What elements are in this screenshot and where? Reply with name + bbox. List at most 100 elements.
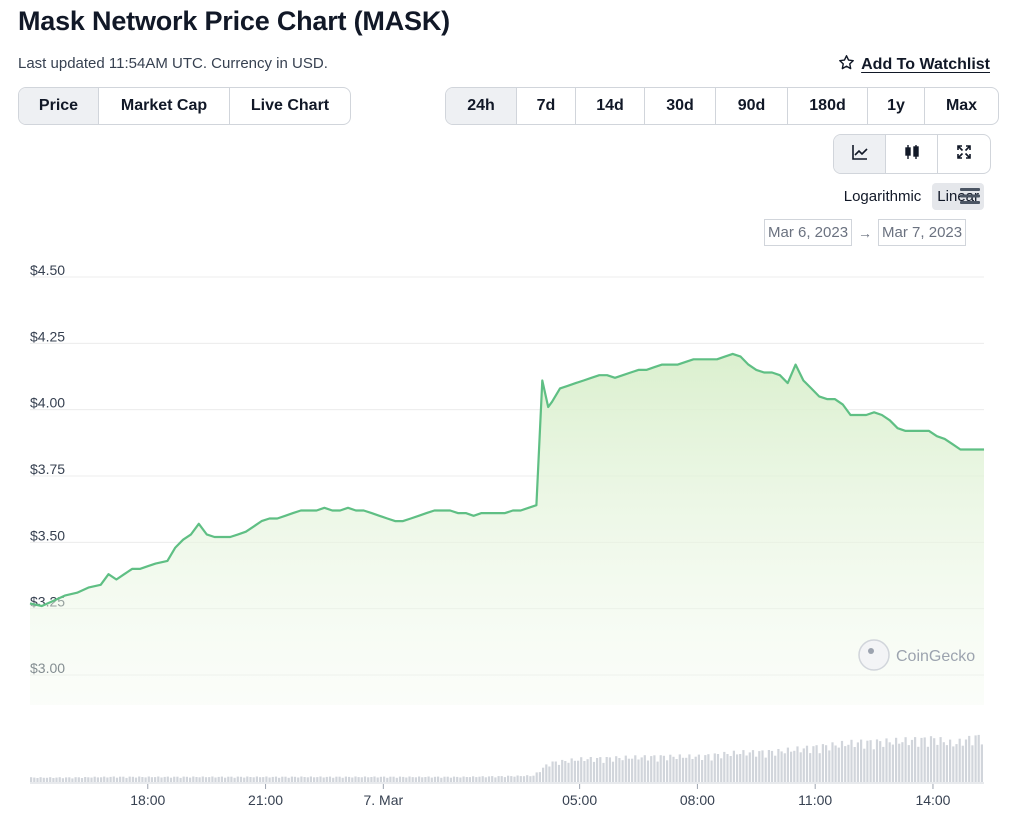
volume-bar: [112, 776, 115, 782]
volume-bar: [580, 757, 583, 782]
date-to-input[interactable]: Mar 7, 2023: [878, 219, 967, 246]
volume-bar: [363, 776, 367, 782]
volume-bar: [592, 761, 596, 782]
range-14d[interactable]: 14d: [576, 88, 645, 124]
tab-live-chart[interactable]: Live Chart: [250, 97, 330, 114]
volume-bar: [825, 745, 828, 782]
volume-bar: [224, 777, 227, 782]
volume-bar: [357, 777, 360, 782]
volume-bar: [964, 739, 968, 782]
volume-bar: [974, 735, 977, 782]
volume-bar: [52, 778, 55, 782]
volume-bar: [462, 776, 465, 782]
add-to-watchlist-link[interactable]: Add To Watchlist: [838, 54, 990, 76]
volume-bar: [373, 776, 376, 782]
watermark-text: CoinGecko: [896, 648, 975, 665]
range-30d[interactable]: 30d: [645, 88, 716, 124]
volume-bar: [923, 737, 926, 782]
volume-bar: [150, 777, 153, 782]
volume-bar: [179, 777, 182, 782]
volume-bar: [169, 777, 173, 782]
volume-bar: [109, 776, 112, 782]
volume-bar: [157, 776, 160, 782]
volume-bar: [220, 776, 223, 782]
x-tick-label: 14:00: [915, 792, 950, 808]
volume-bar: [545, 764, 548, 782]
volume-bar: [414, 777, 417, 782]
volume-bar: [860, 739, 863, 782]
coingecko-watermark: CoinGecko: [858, 639, 975, 671]
volume-bar: [805, 745, 809, 782]
volume-bar: [799, 752, 802, 782]
volume-bar: [84, 777, 87, 782]
volume-bar: [456, 776, 459, 782]
volume-bar: [176, 776, 179, 782]
volume-bar: [542, 767, 545, 782]
range-1y[interactable]: 1y: [868, 88, 925, 124]
volume-bar: [192, 776, 195, 782]
volume-bar: [265, 776, 268, 782]
last-updated-text: Last updated 11:54AM UTC. Currency in US…: [18, 55, 328, 72]
volume-bar: [863, 748, 866, 782]
candlestick-icon: [903, 143, 921, 166]
candlestick-button[interactable]: [886, 135, 938, 173]
volume-bar: [332, 777, 335, 782]
volume-bar: [675, 759, 678, 782]
volume-bar: [786, 747, 789, 782]
volume-bar: [650, 756, 653, 782]
volume-bar: [669, 754, 672, 782]
volume-bar: [774, 755, 777, 782]
volume-bar: [119, 776, 122, 782]
tab-price[interactable]: Price: [19, 88, 99, 124]
menu-icon[interactable]: [959, 186, 981, 206]
volume-bar: [166, 776, 169, 782]
volume-bar: [685, 757, 688, 782]
volume-bar: [478, 776, 481, 782]
fullscreen-button[interactable]: [938, 135, 990, 173]
date-from-input[interactable]: Mar 6, 2023: [764, 219, 853, 246]
x-axis: 18:00 21:00 7. Mar 05:00 08:00 11:00 14:00: [30, 782, 984, 808]
volume-bar: [557, 764, 561, 782]
volume-bar: [421, 777, 424, 782]
tab-market-cap[interactable]: Market Cap: [99, 88, 230, 124]
range-180d[interactable]: 180d: [788, 88, 868, 124]
arrow-right-icon: →: [858, 224, 873, 241]
range-max[interactable]: Max: [945, 97, 978, 114]
volume-bar: [96, 777, 99, 782]
volume-bar: [262, 777, 265, 782]
volume-bar: [605, 757, 608, 782]
x-tick-label: 7. Mar: [363, 792, 403, 808]
volume-bar: [681, 757, 685, 782]
volume-bar: [611, 761, 615, 782]
volume-bar: [497, 776, 500, 782]
volume-bar: [39, 777, 42, 782]
price-chart[interactable]: $3.00$3.25$3.50$3.75$4.00$4.25$4.50 18:0…: [0, 255, 1024, 814]
volume-bar: [589, 757, 592, 782]
volume-bar: [472, 776, 475, 782]
y-tick-label: $4.00: [30, 395, 65, 411]
volume-bar: [780, 751, 783, 782]
volume-bar: [526, 775, 529, 782]
volume-bar: [484, 777, 487, 782]
range-90d[interactable]: 90d: [716, 88, 788, 124]
volume-bar: [879, 741, 882, 782]
volume-bar: [189, 777, 192, 782]
volume-bar: [608, 757, 611, 782]
line-chart-button[interactable]: [834, 135, 886, 173]
volume-bar: [487, 776, 491, 782]
volume-bar: [929, 736, 933, 782]
volume-bar: [618, 758, 621, 782]
volume-bar: [758, 751, 761, 782]
volume-bar: [90, 777, 93, 782]
volume-bar: [465, 777, 468, 782]
volume-bar: [704, 755, 707, 782]
y-tick-label: $4.50: [30, 262, 65, 278]
range-7d[interactable]: 7d: [517, 88, 576, 124]
volume-bar: [939, 737, 942, 782]
volume-bar: [204, 777, 208, 782]
volume-bar: [818, 753, 821, 782]
range-24h[interactable]: 24h: [446, 88, 517, 124]
volume-bar: [185, 776, 188, 782]
scale-logarithmic[interactable]: Logarithmic: [843, 188, 922, 205]
volume-bar: [42, 777, 45, 782]
